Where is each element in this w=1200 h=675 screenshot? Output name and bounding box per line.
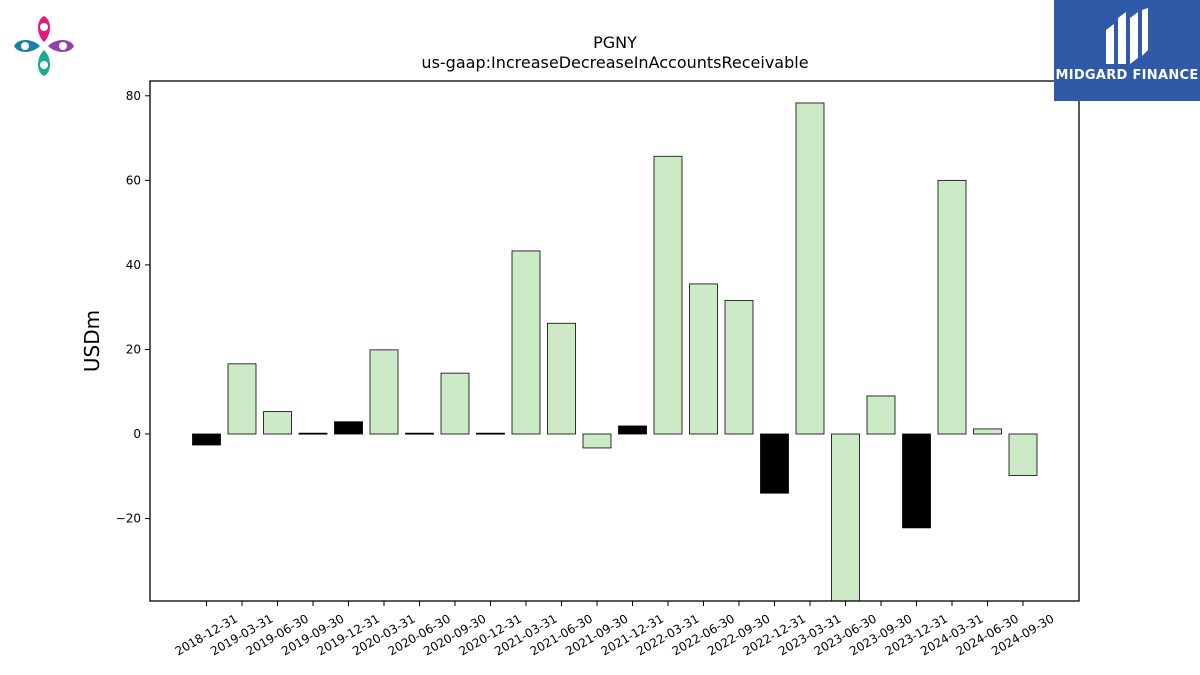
y-axis-label: USDm [80, 310, 104, 372]
bar-2020-12-31 [476, 432, 505, 435]
bar-2021-03-31 [511, 250, 541, 435]
plot-frame [149, 80, 1080, 602]
bar-2022-09-30 [724, 300, 754, 435]
brand-logo: MIDGARD FINANCE [1054, 0, 1200, 101]
x-axis: 2018-12-312019-03-312019-06-302019-09-30… [173, 601, 1057, 658]
bar-2023-12-31 [902, 433, 931, 529]
bar-2024-06-30 [973, 428, 1002, 435]
bar-2023-06-30 [831, 433, 860, 602]
bar-2022-03-31 [653, 155, 683, 435]
bar-2024-03-31 [937, 179, 967, 435]
bar-2020-09-30 [440, 372, 470, 435]
bar-2021-12-31 [618, 425, 647, 435]
bar-2019-06-30 [263, 411, 292, 435]
bar-2019-12-31 [334, 421, 363, 435]
bars-group [192, 102, 1038, 602]
bar-2020-06-30 [405, 432, 434, 435]
y-axis: −20 0 20 40 60 80 [116, 89, 150, 526]
chart-subtitle: us-gaap:IncreaseDecreaseInAccountsReceiv… [421, 53, 808, 72]
bar-2019-03-31 [227, 363, 257, 435]
bar-2020-03-31 [369, 349, 399, 435]
chart-title: PGNY [593, 33, 637, 52]
y-tick-label: 20 [126, 342, 141, 356]
midgard-m-icon [1104, 8, 1150, 68]
bar-2023-09-30 [866, 395, 896, 435]
y-tick-label: 40 [126, 258, 141, 272]
four-petal-logo-icon [10, 12, 78, 84]
bar-2018-12-31 [192, 433, 221, 446]
bar-2024-09-30 [1008, 433, 1038, 476]
bar-2023-03-31 [795, 102, 825, 435]
bar-2021-06-30 [547, 322, 576, 435]
y-tick-label: 0 [133, 427, 141, 441]
y-tick-label: 60 [126, 173, 141, 187]
y-tick-label: 80 [126, 89, 141, 103]
y-tick-label: −20 [116, 512, 141, 526]
bar-2022-12-31 [760, 433, 789, 494]
brand-name: MIDGARD FINANCE [1055, 68, 1199, 83]
bar-2019-09-30 [298, 432, 328, 435]
bar-2022-06-30 [689, 283, 718, 435]
bar-2021-09-30 [582, 433, 612, 449]
